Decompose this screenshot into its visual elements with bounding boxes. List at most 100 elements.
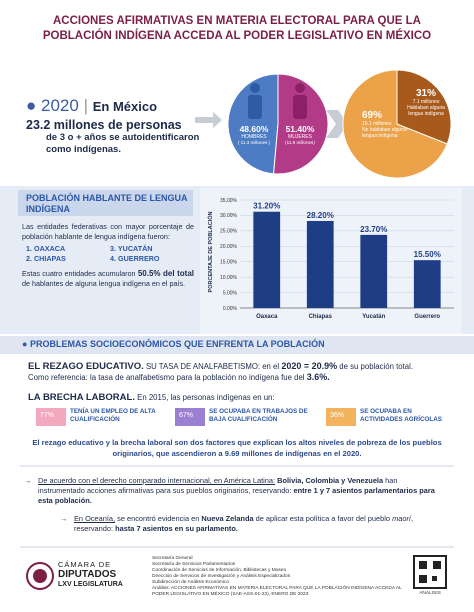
summary: ● 2020 | En México 23.2 millones de pers… bbox=[26, 96, 216, 156]
bar bbox=[413, 260, 441, 308]
value-label: 23.70% bbox=[360, 225, 387, 234]
bar bbox=[306, 220, 334, 308]
bar bbox=[360, 234, 388, 308]
state: 2. CHIAPAS bbox=[26, 253, 66, 263]
y-axis-label: PORCENTAJE DE POBLACIÓN bbox=[206, 212, 214, 293]
lang-label: 31% 7.1 millones Hablaban alguna lengua … bbox=[404, 88, 448, 117]
logo-text: LXV LEGISLATURA bbox=[58, 581, 123, 588]
text: Estas cuatro entidades acumularon bbox=[22, 269, 136, 278]
pie-note: (11.9 millones) bbox=[285, 140, 315, 145]
text: SU TASA DE ANALFABETISMO: en el bbox=[145, 362, 280, 371]
pie-value-label: 51.40% bbox=[285, 124, 315, 134]
line: Como referencia: la tasa de analfabetism… bbox=[28, 372, 453, 383]
title-line: POBLACIÓN INDÍGENA ACCEDA AL PODER LEGIS… bbox=[42, 30, 432, 42]
state: 1. OAXACA bbox=[26, 244, 66, 253]
icon-box bbox=[36, 408, 66, 426]
text: De acuerdo con el derecho comparado inte… bbox=[38, 476, 276, 485]
person-icon bbox=[293, 95, 307, 119]
y-tick-label: 5.00% bbox=[223, 290, 238, 296]
problems-header-bg bbox=[0, 336, 474, 354]
section-title: POBLACIÓN HABLANTE DE LENGUA INDÍGENA bbox=[26, 193, 188, 214]
labor-value: 77% bbox=[40, 412, 55, 419]
text: de su población total. bbox=[339, 362, 413, 371]
state-list: 1. OAXACA 3. YUCATÁN 2. CHIAPAS 4. GUERR… bbox=[26, 244, 194, 263]
pie-note: 16.1 millones bbox=[362, 121, 392, 127]
bold-text: entre 1 y 7 asientos parlamentarios para… bbox=[38, 486, 435, 505]
value-label: 28.20% bbox=[307, 211, 334, 220]
labor-text: SE OCUPABA EN ACTIVIDADES AGRÍCOLAS bbox=[360, 408, 442, 423]
y-tick-label: 20.00% bbox=[220, 244, 238, 250]
bold-text: Nueva Zelanda bbox=[201, 514, 254, 523]
text: de hablantes de alguna lengua indígena e… bbox=[22, 278, 186, 288]
credit-line: Secretaría General bbox=[152, 556, 193, 561]
year: 2020 bbox=[41, 96, 79, 115]
summary-year-row: ● 2020 | En México bbox=[26, 96, 158, 115]
pie-slice bbox=[396, 69, 452, 145]
text: han instrumentado acciones afirmativas p… bbox=[38, 476, 398, 495]
italic-text: maorí bbox=[392, 514, 411, 523]
bold-text: hasta 7 asientos en su parlamento. bbox=[115, 524, 238, 533]
education: EL REZAGO EDUCATIVO. SU TASA DE ANALFABE… bbox=[28, 361, 453, 383]
x-tick-label: Chiapas bbox=[309, 314, 333, 320]
credit-line: Subdirección de Análisis Económico bbox=[152, 580, 230, 585]
conclusion: Estas cuatro entidades acumularon 50.5% … bbox=[22, 269, 194, 288]
bullet: → De acuerdo con el derecho comparado in… bbox=[24, 476, 444, 506]
label: LA BRECHA LABORAL. bbox=[28, 392, 135, 403]
pie-category: No hablaban alguna lengua indígena bbox=[362, 127, 407, 139]
labor-text: SE OCUPABA EN TRABAJOS DE BAJA CUALIFICA… bbox=[209, 408, 308, 423]
section-header-bg bbox=[18, 190, 193, 216]
line: EL REZAGO EDUCATIVO. SU TASA DE ANALFABE… bbox=[28, 361, 453, 372]
person-icon bbox=[295, 83, 305, 93]
pie-value-label: 48.60% bbox=[239, 124, 269, 134]
lang-label: 69% 16.1 millones No hablaban alguna len… bbox=[362, 110, 412, 139]
bullet-arrow: → bbox=[24, 476, 32, 485]
bullet: → En Oceanía, se encontró evidencia en N… bbox=[60, 514, 444, 534]
credit-line: Secretaría de Servicios Parlamentarios bbox=[152, 562, 236, 567]
labor-value: 67% bbox=[179, 412, 194, 419]
text: En Oceanía, bbox=[74, 514, 116, 523]
logo-text: DIPUTADOS bbox=[58, 569, 117, 580]
pie-note: 7.1 millones bbox=[412, 99, 440, 105]
text: En 2015, las personas indígenas en un: bbox=[137, 393, 275, 402]
icon-box bbox=[175, 408, 205, 426]
pie-category: MUJERES bbox=[288, 134, 312, 140]
text: se encontró evidencia en bbox=[117, 514, 200, 523]
pie-value-label: 31% bbox=[415, 88, 436, 99]
bar-chart: PORCENTAJE DE POBLACIÓN 0.00% 5.00% 10.00%… bbox=[200, 188, 462, 334]
sex-label: 48.60% HOMBRES ( 11.3 millones ) bbox=[232, 124, 276, 145]
credit-line: Dirección de Servicios de Investigación … bbox=[152, 574, 291, 579]
country: En México bbox=[92, 99, 158, 114]
logo-text: CÁMARA DE bbox=[58, 560, 112, 569]
person-icon bbox=[248, 95, 262, 119]
y-tick-label: 35.00% bbox=[220, 198, 238, 204]
labor-text: TENÍA UN EMPLEO DE ALTA CUALIFICACIÓN bbox=[70, 408, 156, 423]
text: de aplicar esta política a favor del pue… bbox=[255, 514, 390, 523]
logo-emblem bbox=[26, 562, 54, 590]
logo-emblem bbox=[33, 569, 47, 583]
state: 3. YUCATÁN bbox=[110, 244, 153, 253]
qr-code bbox=[419, 561, 427, 569]
intro: Las entidades federativas con mayor porc… bbox=[22, 222, 194, 241]
qr-code bbox=[432, 576, 437, 581]
label: EL REZAGO EDUCATIVO. bbox=[28, 361, 144, 372]
text: , reservando: bbox=[74, 514, 414, 533]
title-line: ACCIONES AFIRMATIVAS EN MATERIA ELECTORA… bbox=[52, 15, 421, 27]
person-icon bbox=[250, 83, 260, 93]
qr-label: ANÁLISIS bbox=[419, 591, 441, 596]
y-tick-label: 15.00% bbox=[220, 260, 238, 266]
bullet-arrow: → bbox=[60, 514, 68, 523]
pie-category: Hablaban alguna lengua indígena bbox=[407, 105, 445, 117]
problems-conclusion: El rezago educativo y la brecha laboral … bbox=[32, 438, 442, 458]
bold-text: 3.6%. bbox=[306, 372, 330, 382]
y-tick-label: 0.00% bbox=[223, 306, 238, 312]
pie-note: ( 11.3 millones ) bbox=[237, 140, 271, 145]
pie-value-label: 69% bbox=[362, 110, 383, 121]
speakers-text: Las entidades federativas con mayor porc… bbox=[22, 222, 194, 288]
y-tick-label: 30.00% bbox=[220, 213, 238, 219]
qr-code bbox=[433, 561, 441, 569]
labor-value: 36% bbox=[330, 412, 345, 419]
state: 4. GUERRERO bbox=[110, 253, 160, 263]
bold-text: Bolivia, Colombia y Venezuela bbox=[277, 476, 384, 485]
qr-code bbox=[413, 555, 447, 589]
